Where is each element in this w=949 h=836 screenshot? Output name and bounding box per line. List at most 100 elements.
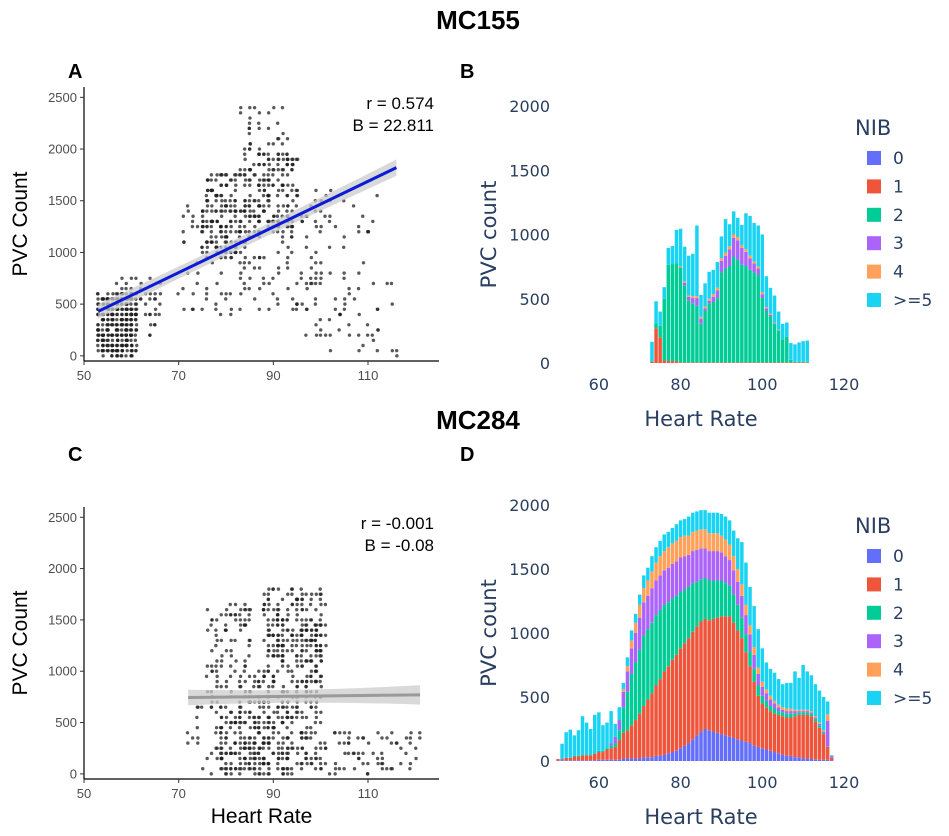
bar-segment-nib-2 (682, 589, 687, 644)
scatter-point (220, 654, 224, 658)
scatter-point (262, 761, 266, 766)
scatter-point (347, 286, 351, 291)
scatter-point (229, 767, 233, 771)
bar-segment-nib-0 (707, 730, 711, 761)
scatter-point (205, 607, 210, 612)
bar-segment-nib-1 (695, 626, 699, 736)
scatter-point (356, 333, 361, 337)
scatter-point (314, 715, 319, 720)
scatter-point (153, 307, 158, 312)
scatter-point (276, 607, 281, 612)
x-tick-label: 110 (358, 368, 379, 383)
scatter-point (314, 271, 318, 275)
y-tick-label: 500 (55, 715, 77, 730)
scatter-point (220, 756, 224, 761)
bar-segment-nib-5plus (572, 735, 577, 756)
scatter-point (313, 297, 318, 301)
scatter-point (267, 168, 271, 172)
scatter-point (243, 255, 247, 260)
scatter-point (314, 261, 318, 265)
scatter-point (195, 725, 199, 730)
legend-swatch-nib-2 (867, 207, 881, 222)
scatter-point (371, 219, 375, 224)
scatter-point (219, 684, 223, 689)
scatter-point (210, 209, 214, 213)
scatter-point (134, 323, 139, 327)
scatter-point (256, 183, 261, 187)
legend-swatch-nib-1 (867, 179, 881, 194)
bar-segment-nib-4 (723, 539, 728, 557)
scatter-point (271, 618, 275, 622)
bar-segment-nib-2 (727, 265, 732, 363)
scatter-point (399, 761, 403, 766)
bar-segment-nib-2 (674, 595, 679, 655)
figure-title-mc284: MC284 (436, 405, 520, 435)
bar-segment-nib-4 (805, 709, 809, 712)
scatter-point (285, 162, 290, 167)
scatter-point (238, 250, 243, 255)
scatter-point (209, 705, 214, 709)
scatter-point (276, 162, 280, 167)
scatter-point (252, 266, 257, 270)
scatter-point (214, 725, 219, 730)
scatter-point (309, 597, 313, 602)
scatter-point (267, 204, 271, 208)
scatter-point (185, 204, 190, 208)
bar-segment-nib-4 (809, 711, 814, 713)
y-tick-label: 2000 (48, 142, 77, 157)
scatter-point (238, 628, 243, 632)
y-tick-label: 1500 (509, 161, 550, 180)
bar-segment-nib-1 (687, 362, 691, 363)
scatter-point (276, 188, 281, 193)
scatter-point (281, 772, 286, 776)
scatter-point (224, 684, 229, 689)
bar-segment-nib-3 (752, 654, 756, 669)
scatter-point (238, 276, 243, 280)
scatter-point (361, 214, 365, 218)
scatter-point (248, 276, 252, 280)
y-tick-label: 1500 (48, 612, 77, 627)
bar-segment-nib-2 (789, 713, 793, 718)
scatter-point (300, 715, 305, 720)
scatter-point (214, 235, 218, 239)
bar-segment-nib-5plus (658, 311, 662, 326)
bar-segment-nib-2 (780, 712, 785, 717)
bar-segment-nib-1 (736, 362, 740, 363)
scatter-point (290, 715, 294, 720)
scatter-point (214, 628, 218, 632)
bar-segment-nib-3 (682, 282, 687, 286)
scatter-point (214, 199, 218, 203)
bar-segment-nib-5plus (727, 520, 732, 545)
scatter-point (289, 235, 294, 239)
bar-segment-nib-2 (744, 265, 748, 363)
scatter-point (124, 281, 128, 286)
bar-segment-nib-0 (666, 753, 671, 761)
bar-segment-nib-1 (629, 725, 634, 759)
scatter-point (280, 142, 285, 146)
scatter-point (247, 214, 252, 218)
scatter-point (280, 597, 285, 602)
scatter-point (195, 281, 199, 286)
bar-segment-nib-0 (678, 748, 683, 761)
bar-segment-nib-2 (821, 732, 826, 735)
scatter-point (190, 736, 195, 740)
bar-segment-nib-5plus (711, 269, 715, 295)
bar-segment-nib-3 (727, 249, 732, 266)
scatter-point (290, 188, 294, 193)
scatter-point (337, 741, 342, 745)
bar-segment-nib-2 (772, 708, 777, 714)
bar-segment-nib-1 (682, 643, 687, 746)
scatter-point (256, 679, 261, 684)
bar-segment-nib-3 (682, 556, 687, 590)
bar-segment-nib-5plus (736, 217, 740, 238)
scatter-point (300, 643, 304, 648)
scatter-point (418, 736, 422, 740)
bar-segment-nib-0 (597, 759, 601, 761)
scatter-point (143, 302, 148, 306)
scatter-point (243, 746, 248, 750)
scatter-point (229, 307, 234, 312)
scatter-point (408, 741, 412, 745)
scatter-point (258, 761, 262, 766)
bar-segment-nib-4 (736, 569, 740, 582)
scatter-point (319, 659, 324, 663)
